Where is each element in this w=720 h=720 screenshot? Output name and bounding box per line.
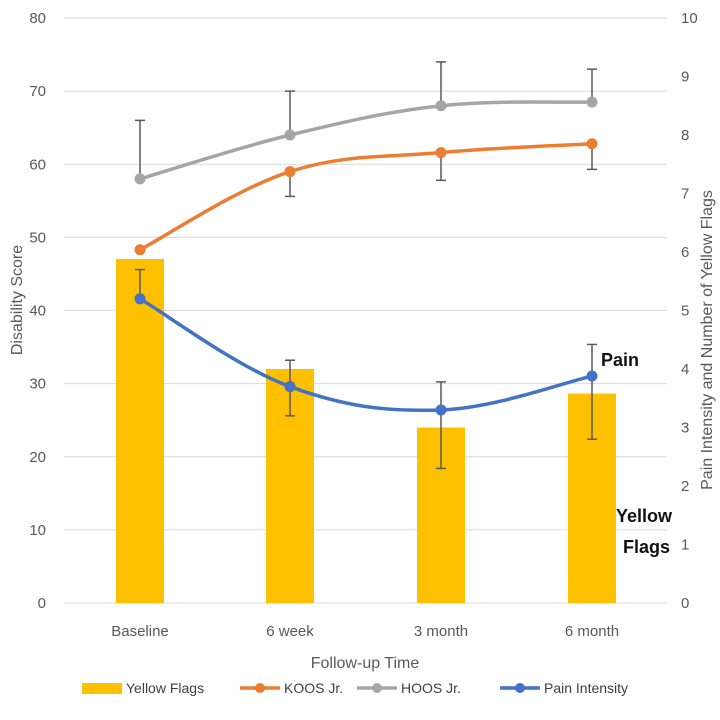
series-line: [138, 100, 594, 181]
y-tick-label: 20: [29, 449, 46, 466]
annotation-pain: Pain: [601, 350, 639, 370]
annotation-yellow: Yellow: [616, 506, 673, 526]
y-tick-label: 80: [29, 10, 46, 27]
bar: [116, 259, 164, 603]
legend-marker: [372, 683, 382, 693]
yellow-flags-bars: [116, 259, 616, 603]
y-tick-label: 60: [29, 156, 46, 173]
legend: Yellow Flags KOOS Jr. HOOS Jr. Pain Intensi…: [82, 680, 628, 696]
y2-tick-label: 1: [681, 537, 689, 554]
y2-tick-label: 2: [681, 478, 689, 495]
legend-marker: [255, 683, 265, 693]
y-tick-label: 10: [29, 522, 46, 539]
data-point: [586, 370, 598, 382]
legend-item: Yellow Flags: [82, 680, 204, 696]
y2-tick-label: 7: [681, 186, 689, 203]
y2-tick-label: 9: [681, 69, 689, 86]
x-tick-label: 6 week: [266, 623, 314, 640]
x-tick-label: 6 month: [565, 623, 619, 640]
legend-item: KOOS Jr.: [240, 680, 343, 696]
legend-label: HOOS Jr.: [401, 680, 461, 696]
legend-label: Pain Intensity: [544, 680, 628, 696]
y-tick-label: 70: [29, 83, 46, 100]
x-axis-tick-labels: Baseline 6 week 3 month 6 month: [111, 623, 619, 640]
series-line: [138, 142, 594, 252]
y-tick-label: 50: [29, 229, 46, 246]
data-point: [435, 147, 447, 159]
x-tick-label: 3 month: [414, 623, 468, 640]
legend-item: Pain Intensity: [500, 680, 628, 696]
x-tick-label: Baseline: [111, 623, 169, 640]
data-point: [134, 293, 146, 305]
right-axis-tick-labels: 0 1 2 3 4 5 6 7 8 9 10: [681, 10, 698, 612]
series-koos-jr: [134, 138, 598, 256]
y2-tick-label: 4: [681, 361, 689, 378]
y2-tick-label: 3: [681, 420, 689, 437]
legend-item: HOOS Jr.: [357, 680, 461, 696]
y2-tick-label: 5: [681, 303, 689, 320]
y2-tick-label: 8: [681, 127, 689, 144]
left-axis-tick-labels: 0 10 20 30 40 50 60 70 80: [29, 10, 46, 612]
data-point: [586, 138, 598, 150]
data-point: [134, 173, 146, 185]
data-point: [435, 404, 447, 416]
legend-marker: [515, 683, 525, 693]
y2-tick-label: 10: [681, 10, 698, 27]
y2-axis-title: Pain Intensity and Number of Yellow Flag…: [699, 190, 716, 490]
data-point: [284, 129, 296, 141]
legend-swatch: [82, 683, 122, 694]
annotation-flags: Flags: [623, 537, 670, 557]
y-tick-label: 30: [29, 376, 46, 393]
y2-tick-label: 6: [681, 244, 689, 261]
data-point: [284, 381, 296, 393]
legend-label: KOOS Jr.: [284, 680, 343, 696]
data-point: [435, 100, 447, 112]
series-line: [138, 297, 594, 413]
x-axis-title: Follow-up Time: [311, 655, 420, 672]
data-point: [586, 96, 598, 108]
y2-tick-label: 0: [681, 595, 689, 612]
series-hoos-jr: [134, 61, 598, 185]
y-tick-label: 40: [29, 303, 46, 320]
data-point: [284, 166, 296, 178]
data-point: [134, 244, 146, 256]
line-series: [134, 61, 598, 470]
y-tick-label: 0: [38, 595, 46, 612]
y-axis-title: Disability Score: [9, 245, 26, 355]
legend-label: Yellow Flags: [126, 680, 204, 696]
series-pain-intensity: [134, 268, 598, 470]
